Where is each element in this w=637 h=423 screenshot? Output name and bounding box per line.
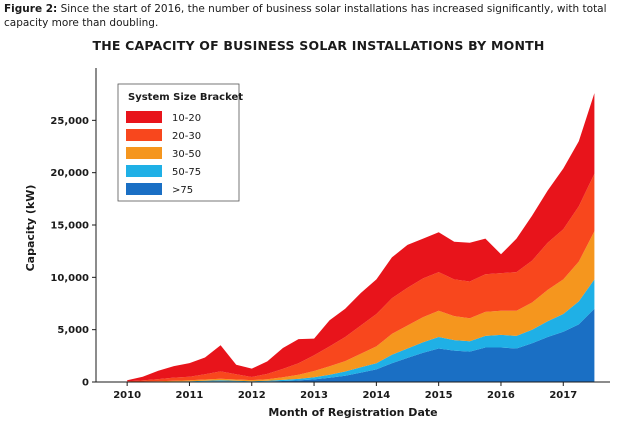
area-series-20-30 <box>127 173 595 382</box>
y-tick-label: 5,000 <box>57 325 89 336</box>
area-series--75 <box>127 308 595 382</box>
figure-caption: Figure 2: Since the start of 2016, the n… <box>4 2 632 30</box>
y-ticks-group: 0 5,000 10,000 15,000 20,000 25,000 <box>50 116 96 389</box>
y-axis-label: Capacity (kW) <box>24 185 37 272</box>
chart-title: THE CAPACITY OF BUSINESS SOLAR INSTALLAT… <box>92 38 545 53</box>
x-tick-label: 2016 <box>487 390 515 401</box>
y-tick-label: 10,000 <box>50 273 89 284</box>
x-tick-label: 2013 <box>300 390 328 401</box>
legend-swatch <box>126 183 162 195</box>
legend-label: 20-30 <box>172 131 201 142</box>
legend-swatch <box>126 129 162 141</box>
legend-swatch <box>126 147 162 159</box>
x-tick-label: 2014 <box>362 390 390 401</box>
x-axis-label: Month of Registration Date <box>268 406 437 419</box>
legend-title: System Size Bracket <box>128 92 243 103</box>
legend-swatch <box>126 111 162 123</box>
caption-text: Since the start of 2016, the number of b… <box>4 3 607 29</box>
area-series-group <box>127 93 595 382</box>
legend-swatch <box>126 165 162 177</box>
legend-label: 50-75 <box>172 167 201 178</box>
y-tick-label: 20,000 <box>50 168 89 179</box>
legend-label: 10-20 <box>172 113 201 124</box>
legend-label: >75 <box>172 185 193 196</box>
legend-items: 10-20 20-30 30-50 50-75 >75 <box>126 111 201 196</box>
x-ticks-group: 2010 2011 2012 2013 2014 2015 2016 2017 <box>113 382 577 401</box>
area-series-10-20 <box>127 93 595 382</box>
legend: System Size Bracket 10-20 20-30 30-50 50-75… <box>117 83 243 202</box>
caption-label: Figure 2: <box>4 3 58 15</box>
x-tick-label: 2012 <box>238 390 266 401</box>
y-tick-label: 15,000 <box>50 221 89 232</box>
x-tick-label: 2011 <box>176 390 204 401</box>
y-tick-label: 25,000 <box>50 116 89 127</box>
x-tick-label: 2015 <box>425 390 453 401</box>
x-tick-label: 2017 <box>549 390 577 401</box>
y-tick-label: 0 <box>82 378 89 389</box>
legend-label: 30-50 <box>172 149 201 160</box>
legend-box <box>117 83 240 202</box>
x-tick-label: 2010 <box>113 390 141 401</box>
